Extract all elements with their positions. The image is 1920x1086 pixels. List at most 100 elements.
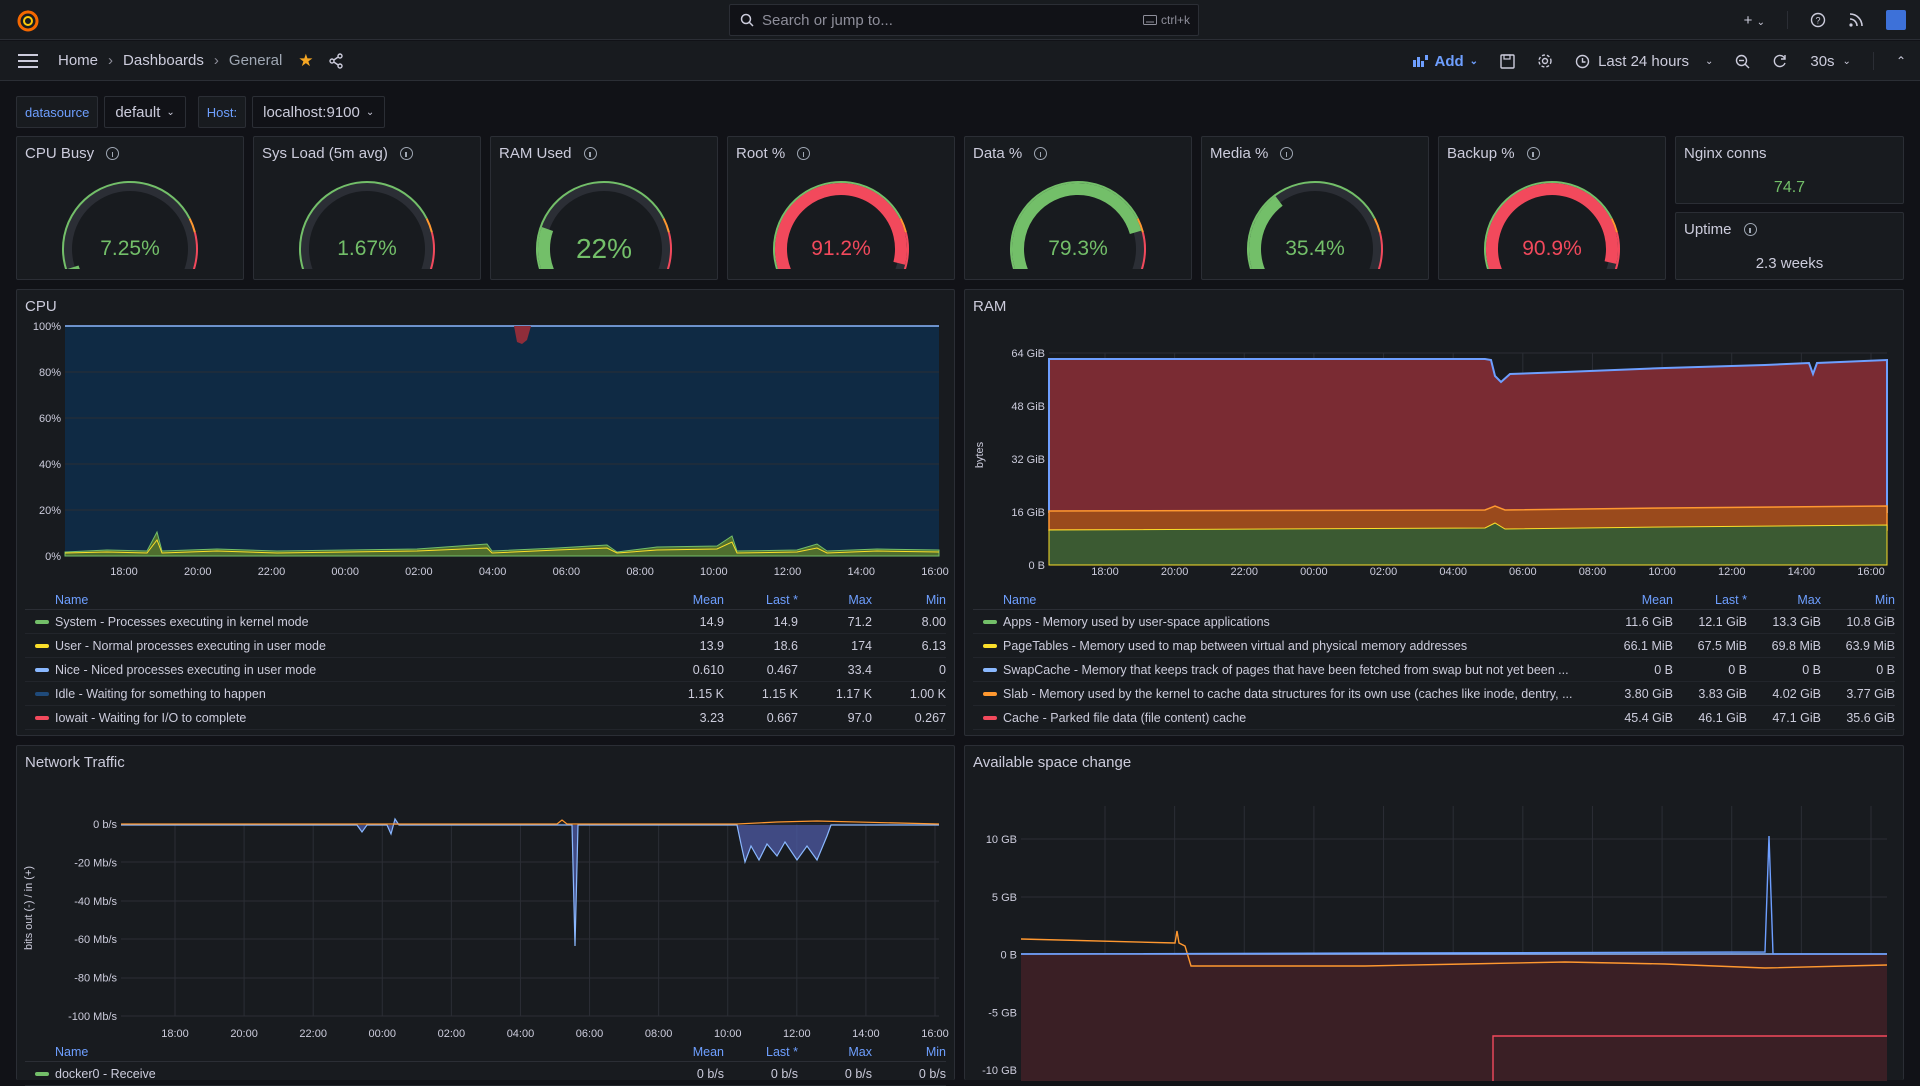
legend-row[interactable]: Nice - Niced processes executing in user… bbox=[25, 658, 946, 682]
refresh-interval-picker[interactable]: 30s ⌄ bbox=[1810, 53, 1851, 70]
zoom-out-icon[interactable] bbox=[1735, 54, 1750, 69]
legend-row[interactable]: Slab - Memory used by the kernel to cach… bbox=[973, 682, 1895, 706]
gauge-panel-root[interactable]: Root % 91.2% bbox=[727, 136, 955, 280]
search-input[interactable]: Search or jump to... ctrl+k bbox=[729, 4, 1199, 36]
legend-series-name[interactable]: User - Normal processes executing in use… bbox=[25, 639, 650, 653]
legend-row[interactable]: SwapCache - Memory that keeps track of p… bbox=[973, 658, 1895, 682]
legend-series-name[interactable]: docker0 - Receive bbox=[25, 1067, 650, 1081]
info-icon[interactable] bbox=[1034, 147, 1048, 160]
legend-series-name[interactable]: Iowait - Waiting for I/O to complete bbox=[25, 711, 650, 725]
legend-header-last[interactable]: Last * bbox=[766, 1044, 798, 1059]
gauge-panel-media[interactable]: Media % 35.4% bbox=[1201, 136, 1429, 280]
series-orange bbox=[1020, 930, 1888, 969]
legend-row[interactable]: User - Normal processes executing in use… bbox=[25, 634, 946, 658]
space-chart[interactable]: 10 GB 5 GB 0 B -5 GB -10 GB bbox=[965, 776, 1905, 1081]
legend-last: 46.1 GiB bbox=[1698, 710, 1747, 725]
collapse-chevron-up-icon[interactable]: ⌃ bbox=[1895, 54, 1906, 68]
series-color-swatch bbox=[983, 643, 997, 648]
info-icon[interactable] bbox=[106, 147, 120, 160]
stat-panel-nginx-conns[interactable]: Nginx conns 74.7 bbox=[1675, 136, 1904, 204]
legend-series-name[interactable]: System - Processes executing in kernel m… bbox=[25, 615, 650, 629]
legend-row[interactable]: docker0 - Receive 0 b/s 0 b/s 0 b/s 0 b/s bbox=[25, 1062, 946, 1086]
settings-gear-icon[interactable] bbox=[1537, 53, 1553, 69]
legend-header-min[interactable]: Min bbox=[1874, 592, 1895, 607]
threshold-green bbox=[773, 181, 902, 269]
gauge-arc bbox=[773, 181, 909, 269]
network-traffic-panel[interactable]: Network Traffic bits out (-) / in (+) 0 … bbox=[16, 745, 956, 1086]
gauge-panel-cpu-busy[interactable]: CPU Busy 7.25% bbox=[16, 136, 244, 280]
legend-header-mean[interactable]: Mean bbox=[692, 592, 724, 607]
legend-min: 10.8 GiB bbox=[1846, 614, 1895, 629]
user-avatar[interactable] bbox=[1886, 10, 1906, 30]
gauge-panel-sys-load[interactable]: Sys Load (5m avg) 1.67% bbox=[253, 136, 481, 280]
legend-series-name[interactable]: SwapCache - Memory that keeps track of p… bbox=[973, 663, 1599, 677]
series-color-swatch bbox=[35, 691, 49, 696]
available-space-panel[interactable]: Available space change 10 GB 5 GB 0 B -5 GB… bbox=[964, 745, 1905, 1081]
legend-min: 6.13 bbox=[921, 638, 946, 653]
legend-header-max[interactable]: Max bbox=[1797, 592, 1821, 607]
info-icon[interactable] bbox=[797, 147, 811, 160]
cpu-chart[interactable]: 100% 80% 60% 40% 20% 0% 18:00 20:00 22:00 00:00 02… bbox=[17, 320, 956, 620]
threshold-red bbox=[903, 232, 909, 269]
ram-panel[interactable]: RAM bytes 64 GiB 48 GiB 32 GiB 16 GiB 0 B 18:… bbox=[964, 289, 1904, 736]
legend-series-name[interactable]: Cache - Parked file data (file content) … bbox=[973, 711, 1599, 725]
legend-row[interactable]: Idle - Waiting for something to happen 1.… bbox=[25, 682, 946, 706]
legend-header-last[interactable]: Last * bbox=[1715, 592, 1747, 607]
save-icon[interactable] bbox=[1500, 53, 1515, 69]
info-icon[interactable] bbox=[1743, 223, 1757, 236]
info-icon[interactable] bbox=[1526, 147, 1540, 160]
breadcrumb-home[interactable]: Home bbox=[58, 52, 99, 69]
menu-toggle-icon[interactable] bbox=[18, 53, 38, 68]
breadcrumb-dashboards[interactable]: Dashboards bbox=[123, 52, 204, 69]
legend-row[interactable]: Apps - Memory used by user-space applica… bbox=[973, 610, 1895, 634]
refresh-icon[interactable] bbox=[1772, 53, 1788, 69]
variable-select-host[interactable]: localhost:9100 ⌄ bbox=[252, 96, 386, 128]
info-icon[interactable] bbox=[1280, 147, 1294, 160]
legend-row[interactable]: Cache - Parked file data (file content) … bbox=[973, 706, 1895, 730]
legend-header-min[interactable]: Min bbox=[925, 592, 946, 607]
time-picker[interactable]: Last 24 hours ⌄ bbox=[1575, 53, 1713, 70]
share-icon[interactable] bbox=[328, 52, 344, 69]
help-icon[interactable]: ? bbox=[1810, 12, 1826, 28]
info-icon[interactable] bbox=[583, 147, 597, 160]
x-tick-label: 02:00 bbox=[438, 1028, 466, 1040]
legend-header-max[interactable]: Max bbox=[848, 592, 872, 607]
legend-header-max[interactable]: Max bbox=[848, 1044, 872, 1059]
stat-panel-uptime[interactable]: Uptime 2.3 weeks bbox=[1675, 212, 1904, 280]
legend-series-name[interactable]: Apps - Memory used by user-space applica… bbox=[973, 615, 1599, 629]
grafana-logo-icon[interactable] bbox=[16, 9, 40, 33]
legend-series-name[interactable]: Idle - Waiting for something to happen bbox=[25, 687, 650, 701]
threshold-orange bbox=[1610, 218, 1618, 233]
legend-header-mean[interactable]: Mean bbox=[1641, 592, 1673, 607]
legend-header-last[interactable]: Last * bbox=[766, 592, 798, 607]
x-tick-label: 04:00 bbox=[507, 1028, 535, 1040]
legend-header-name[interactable]: Name bbox=[55, 592, 89, 607]
add-button[interactable]: Add ⌄ bbox=[1412, 53, 1478, 70]
legend-series-name[interactable]: Slab - Memory used by the kernel to cach… bbox=[973, 687, 1599, 701]
legend-series-name[interactable]: Nice - Niced processes executing in user… bbox=[25, 663, 650, 677]
network-chart[interactable]: bits out (-) / in (+) 0 b/s -20 Mb/s -40 M… bbox=[17, 776, 956, 1046]
legend-series-name[interactable]: PageTables - Memory used to map between … bbox=[973, 639, 1599, 653]
legend-header-name[interactable]: Name bbox=[1003, 592, 1037, 607]
favorite-star-icon[interactable]: ★ bbox=[298, 50, 314, 70]
legend-header-name[interactable]: Name bbox=[55, 1044, 89, 1059]
legend-row[interactable]: Iowait - Waiting for I/O to complete 3.23… bbox=[25, 706, 946, 730]
y-tick-label: 64 GiB bbox=[1011, 348, 1045, 360]
x-tick-label: 12:00 bbox=[783, 1028, 811, 1040]
legend-header-min[interactable]: Min bbox=[925, 1044, 946, 1059]
threshold-red bbox=[1377, 232, 1383, 269]
ram-chart[interactable]: bytes 64 GiB 48 GiB 32 GiB 16 GiB 0 B 18:00 20… bbox=[965, 320, 1905, 620]
cpu-panel[interactable]: CPU 100% 80% 60% 40% 20% 0% 18:00 20:00 22:00 00:… bbox=[16, 289, 955, 736]
legend-header: Name Mean Last * Max Min bbox=[973, 590, 1895, 610]
series-blue bbox=[1020, 835, 1887, 955]
gauge-panel-data[interactable]: Data % 79.3% bbox=[964, 136, 1192, 280]
gauge-panel-backup[interactable]: Backup % 90.9% bbox=[1438, 136, 1666, 280]
news-feed-icon[interactable] bbox=[1848, 12, 1864, 28]
new-menu-button[interactable]: + ⌄ bbox=[1744, 12, 1765, 29]
legend-row[interactable]: PageTables - Memory used to map between … bbox=[973, 634, 1895, 658]
legend-row[interactable]: System - Processes executing in kernel m… bbox=[25, 610, 946, 634]
legend-header-mean[interactable]: Mean bbox=[692, 1044, 724, 1059]
info-icon[interactable] bbox=[399, 147, 413, 160]
gauge-panel-ram-used[interactable]: RAM Used 22% bbox=[490, 136, 718, 280]
variable-select-datasource[interactable]: default ⌄ bbox=[104, 96, 186, 128]
